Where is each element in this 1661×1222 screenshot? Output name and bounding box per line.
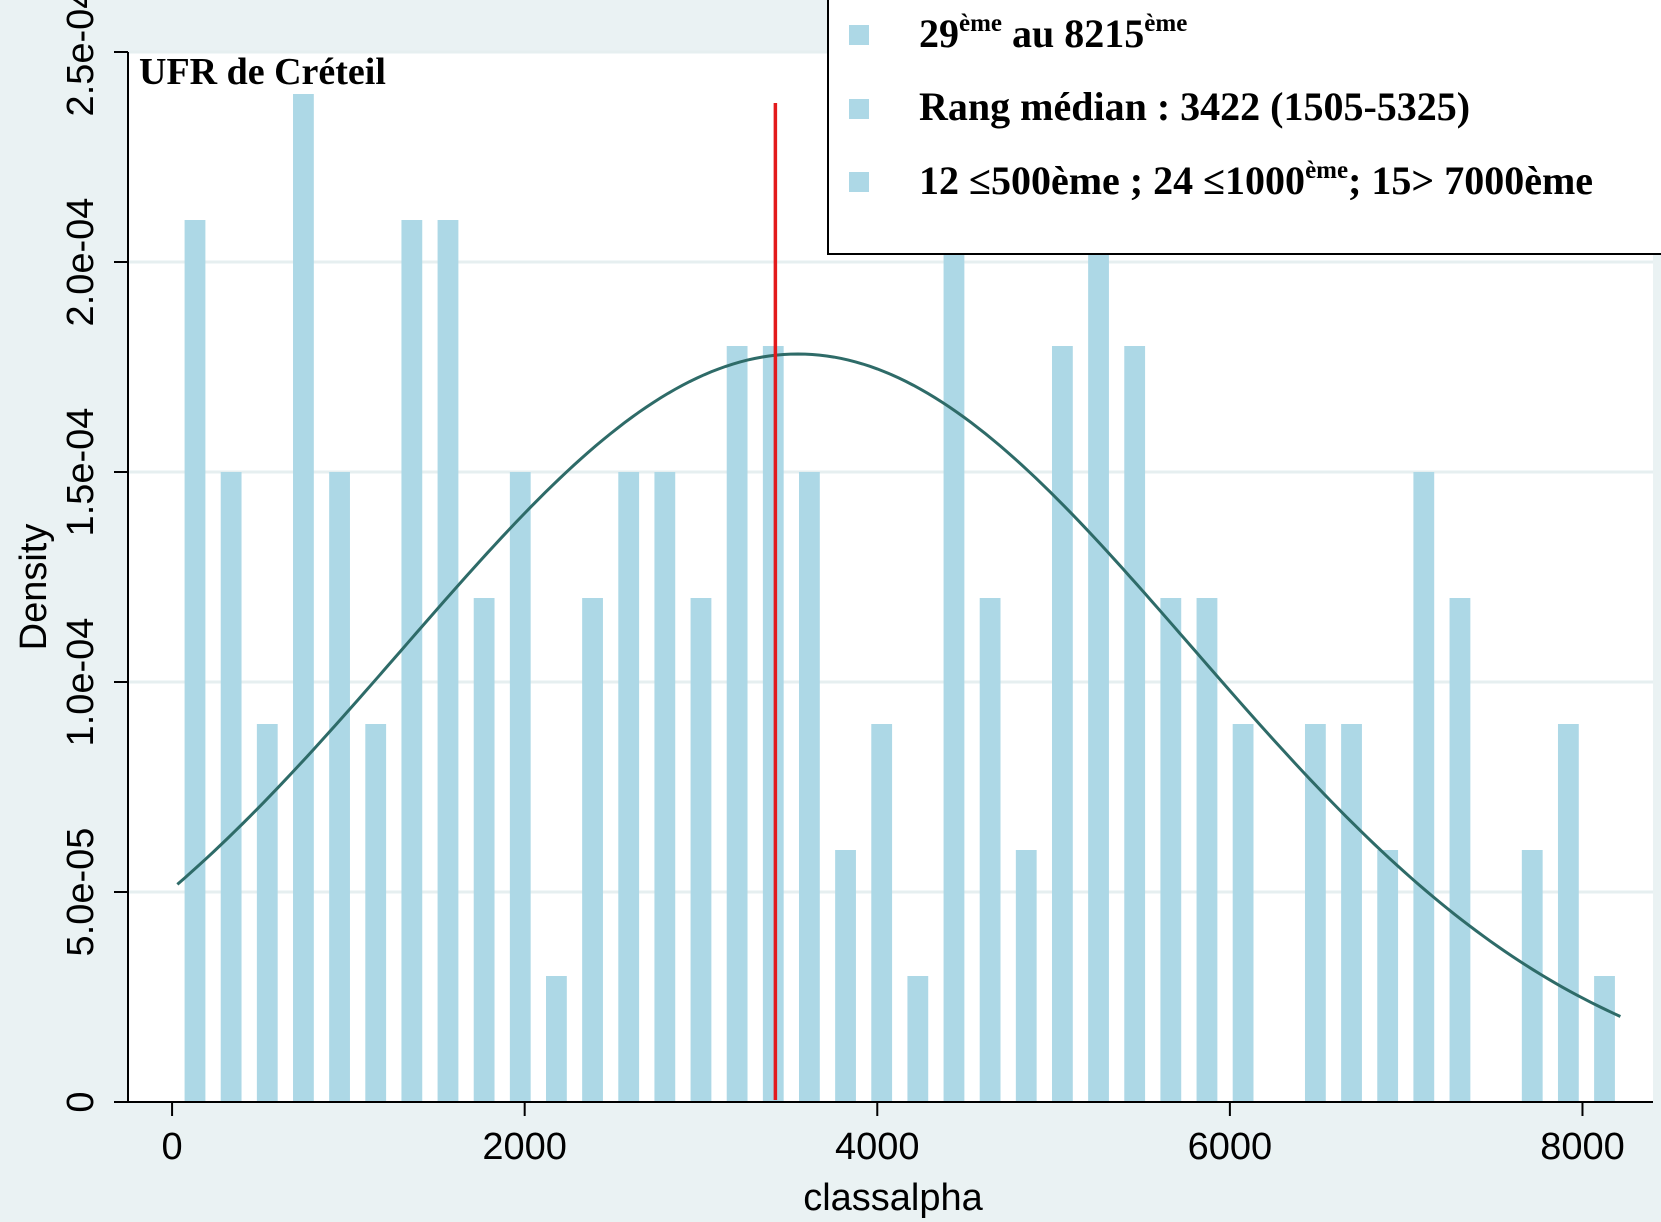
histogram-bar (1088, 94, 1109, 1102)
histogram-bar (799, 472, 820, 1102)
histogram-bar (1594, 976, 1615, 1102)
histogram-bar (256, 724, 278, 1102)
histogram-bar (1196, 598, 1218, 1102)
histogram-bar (473, 598, 495, 1102)
histogram-bar (437, 220, 459, 1102)
histogram-bar (1304, 724, 1326, 1102)
histogram-bar (654, 472, 676, 1102)
x-axis-title: classalpha (803, 1177, 983, 1219)
histogram-bar (582, 598, 603, 1102)
histogram-bar (1377, 850, 1399, 1102)
axes (127, 52, 1653, 1103)
annotation-superscript: ème (959, 10, 1002, 37)
panel-title: UFR de Créteil (139, 51, 386, 93)
histogram-bar (979, 598, 1001, 1102)
y-tick-label: 1.5e-04 (60, 408, 102, 537)
histogram-bar (1015, 850, 1037, 1102)
histogram-bar (907, 976, 929, 1102)
histogram-bar (618, 472, 640, 1102)
histogram-bar (1341, 724, 1362, 1102)
x-axis-ticks: 0 2000 4000 6000 8000 (162, 1102, 1625, 1168)
y-tick-label: 2.5e-04 (60, 0, 102, 116)
histogram-bar (1051, 346, 1073, 1102)
annotation-bullet (849, 99, 869, 119)
x-tick-label: 2000 (482, 1126, 567, 1168)
histogram-bar (871, 724, 893, 1102)
annotation-box-frame (827, 0, 1661, 255)
annotation-text: au 8215 (1002, 11, 1144, 56)
annotation-bullet (849, 172, 869, 192)
histogram-bar (1160, 598, 1182, 1102)
y-tick-label: 2.0e-04 (60, 198, 102, 327)
histogram-bar (184, 220, 206, 1102)
y-tick-label: 0 (60, 1091, 102, 1112)
annotation-box: 29ème au 8215ème Rang médian : 3422 (150… (827, 0, 1661, 255)
y-axis-ticks: 0 5.0e-05 1.0e-04 1.5e-04 2.0e-04 2.5e-04 (60, 0, 128, 1113)
histogram-bar (1449, 598, 1471, 1102)
histogram-bar (835, 850, 856, 1102)
histogram-bar (546, 976, 567, 1102)
y-tick-label: 5.0e-05 (60, 828, 102, 957)
normal-density-curve (176, 352, 1622, 1018)
annotation-bullet (849, 25, 869, 45)
y-axis-title: Density (13, 524, 55, 651)
histogram-bar (943, 220, 965, 1102)
histogram-bar (1232, 724, 1254, 1102)
histogram-bar (1413, 472, 1435, 1102)
annotation-text: Rang médian : 3422 (1505-5325) (919, 84, 1470, 129)
annotation-text: ; 15> 7000ème (1348, 158, 1593, 203)
x-tick-label: 4000 (835, 1126, 920, 1168)
histogram-bar (1521, 850, 1543, 1102)
histogram-bar (726, 346, 748, 1102)
histogram-bar (329, 472, 350, 1102)
histogram-bar (220, 472, 242, 1102)
x-tick-label: 6000 (1188, 1126, 1273, 1168)
histogram-bar (1557, 724, 1579, 1102)
y-tick-label: 1.0e-04 (60, 618, 102, 747)
annotation-text: 12 ≤500ème ; 24 ≤1000 (919, 158, 1305, 203)
annotation-line-1: 29ème au 8215ème (919, 10, 1187, 56)
histogram-bar (690, 598, 712, 1102)
annotation-line-3: 12 ≤500ème ; 24 ≤1000ème; 15> 7000ème (919, 157, 1593, 203)
annotation-superscript: ème (1305, 157, 1348, 184)
x-tick-label: 8000 (1540, 1126, 1625, 1168)
histogram-bar (401, 220, 423, 1102)
x-tick-label: 0 (162, 1126, 183, 1168)
histogram-bar (1124, 346, 1146, 1102)
histogram-bar (365, 724, 387, 1102)
histogram-bar (293, 94, 314, 1102)
annotation-superscript: ème (1144, 10, 1187, 37)
histogram-bar (509, 472, 531, 1102)
annotation-line-2: Rang médian : 3422 (1505-5325) (919, 84, 1470, 129)
histogram-bars (184, 94, 1615, 1102)
histogram-bar (762, 346, 784, 1102)
annotation-text: 29 (919, 11, 959, 56)
